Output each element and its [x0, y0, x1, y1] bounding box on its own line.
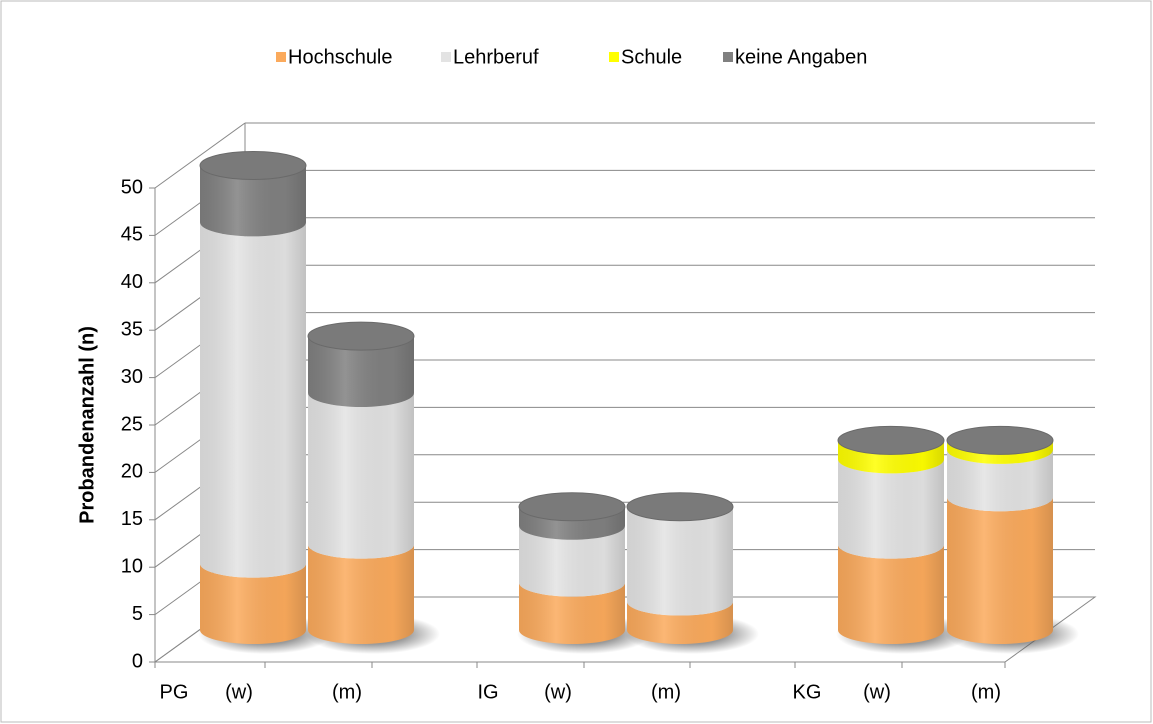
cylinder-cap — [199, 150, 307, 180]
cylinder-shade — [519, 506, 625, 644]
grid-line — [154, 122, 246, 189]
x-tick-label: (m) — [332, 681, 362, 703]
y-tick-label: 15 — [121, 508, 143, 530]
cylinder-cap — [946, 425, 1054, 455]
x-tick-label: (w) — [863, 681, 891, 703]
y-tick-label: 40 — [121, 271, 143, 293]
cylinder-shade — [947, 440, 1053, 644]
y-tick-label: 35 — [121, 318, 143, 340]
x-tick-label: (m) — [971, 681, 1001, 703]
y-tick-label: 20 — [121, 461, 143, 483]
cylinder-shade — [627, 506, 733, 644]
y-tick-label: 50 — [121, 176, 143, 198]
legend-label: Schule — [621, 46, 682, 68]
group-label: PG — [160, 681, 189, 703]
cylinder-shade — [200, 165, 306, 645]
x-tick-label: (w) — [225, 681, 253, 703]
cylinder-cap — [837, 425, 945, 455]
legend-label: Lehrberuf — [453, 46, 539, 68]
cylinder-cap — [518, 492, 626, 522]
legend-swatch — [609, 52, 619, 62]
legend-swatch — [723, 52, 733, 62]
y-tick-label: 5 — [132, 603, 143, 625]
cylinder-cap — [626, 492, 734, 522]
y-tick-label: 25 — [121, 413, 143, 435]
legend-swatch — [441, 52, 451, 62]
group-label: KG — [793, 681, 822, 703]
legend-label: keine Angaben — [735, 46, 867, 68]
y-tick-label: 10 — [121, 555, 143, 577]
x-tick-label: (m) — [651, 681, 681, 703]
x-tick-label: (w) — [544, 681, 572, 703]
cylinder-shade — [308, 336, 414, 644]
cylinder-shade — [838, 440, 944, 644]
cylinder-cap — [307, 321, 415, 351]
y-tick-label: 45 — [121, 224, 143, 246]
y-axis-label: Probandenanzahl (n) — [76, 326, 98, 524]
legend-label: Hochschule — [288, 46, 393, 68]
y-tick-label: 30 — [121, 366, 143, 388]
legend-swatch — [276, 52, 286, 62]
y-tick-label: 0 — [132, 650, 143, 672]
group-label: IG — [477, 681, 498, 703]
